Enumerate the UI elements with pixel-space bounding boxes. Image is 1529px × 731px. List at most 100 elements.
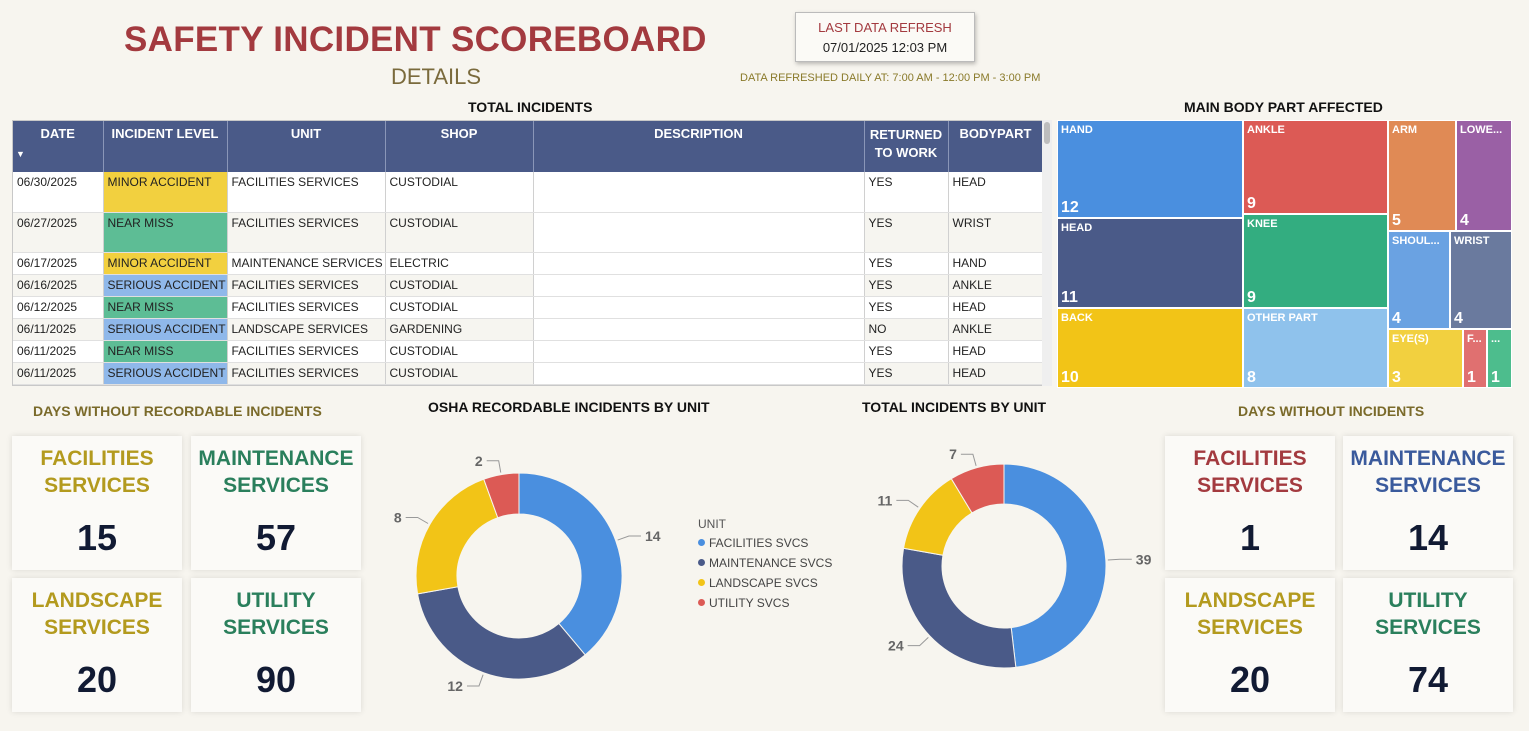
column-header-date[interactable]: DATE ▼	[13, 121, 104, 172]
data-label-leader	[405, 517, 429, 524]
cell-unit: MAINTENANCE SERVICES	[227, 252, 386, 275]
scrollbar-thumb[interactable]	[1044, 122, 1050, 144]
card-unit-name: MAINTENANCE SERVICES	[191, 445, 361, 499]
table-row[interactable]: 06/12/2025 NEAR MISS FACILITIES SERVICES CU…	[13, 296, 1043, 319]
osha-donut-chart: 14 12 8 2	[394, 453, 661, 694]
table-scrollbar[interactable]	[1042, 120, 1052, 386]
body-part-treemap: HAND 12 HEAD 11 BACK 10 ANKLE 9 KNEE 9 OTHER PART 8…	[1057, 120, 1512, 388]
legend-dot-icon	[698, 539, 705, 546]
cell-returned-to-work: YES	[864, 274, 949, 297]
treemap-tile-head[interactable]: HEAD 11	[1057, 218, 1243, 308]
column-header-bodypart[interactable]: BODYPART	[948, 121, 1043, 172]
legend-label: FACILITIES SVCS	[709, 536, 809, 550]
cell-returned-to-work: NO	[864, 318, 949, 341]
cell-returned-to-work: YES	[864, 362, 949, 385]
legend-title: UNIT	[698, 517, 726, 531]
donut-slice-utility-svcs[interactable]	[950, 463, 1005, 514]
column-header-description[interactable]: DESCRIPTION	[533, 121, 865, 172]
data-label-leader	[1107, 558, 1132, 561]
legend-dot-icon	[698, 559, 705, 566]
legend-label: UTILITY SVCS	[709, 596, 790, 610]
cell-date: 06/11/2025	[13, 362, 104, 385]
treemap-tile-f[interactable]: F... 1	[1463, 329, 1487, 388]
cell-incident-level: MINOR ACCIDENT	[103, 252, 228, 275]
tile-label: HEAD	[1061, 222, 1093, 234]
table-row[interactable]: 06/11/2025 SERIOUS ACCIDENT FACILITIES SER…	[13, 362, 1043, 385]
legend-item[interactable]: LANDSCAPE SVCS	[698, 576, 832, 596]
legend-item[interactable]: MAINTENANCE SVCS	[698, 556, 832, 576]
table-row[interactable]: 06/11/2025 SERIOUS ACCIDENT LANDSCAPE SERV…	[13, 318, 1043, 341]
treemap-tile-wrist[interactable]: WRIST 4	[1450, 231, 1512, 329]
donut-slice-utility-svcs[interactable]	[483, 472, 520, 519]
donut-slice-facilities-svcs[interactable]	[518, 472, 623, 656]
treemap-tile-shoul[interactable]: SHOUL... 4	[1388, 231, 1450, 329]
tile-value: 4	[1460, 212, 1469, 229]
card-days-value: 1	[1239, 517, 1261, 558]
legend-item[interactable]: UTILITY SVCS	[698, 596, 832, 616]
refresh-schedule-note: DATA REFRESHED DAILY AT: 7:00 AM - 12:00…	[740, 72, 1041, 84]
data-label: 12	[447, 678, 463, 694]
tile-value: 12	[1061, 199, 1079, 216]
card-unit-line2: SERVICES	[1197, 474, 1303, 497]
data-label-leader	[617, 535, 641, 541]
table-row[interactable]: 06/17/2025 MINOR ACCIDENT MAINTENANCE SERV…	[13, 252, 1043, 275]
cell-incident-level: NEAR MISS	[103, 340, 228, 363]
incidents-card-utility: UTILITY SERVICES 74	[1343, 578, 1513, 712]
cell-description	[533, 212, 865, 253]
treemap-tile-other-part[interactable]: OTHER PART 8	[1243, 308, 1388, 388]
card-days-value: 20	[1229, 659, 1271, 700]
donut-slice-landscape-svcs[interactable]	[415, 478, 499, 595]
column-header-returned-to-work[interactable]: RETURNED TO WORK	[864, 121, 949, 172]
legend-label: LANDSCAPE SVCS	[709, 576, 818, 590]
cell-date: 06/11/2025	[13, 318, 104, 341]
column-header-shop[interactable]: SHOP	[385, 121, 534, 172]
card-unit-line2: SERVICES	[44, 474, 150, 497]
incidents-table-title: TOTAL INCIDENTS	[468, 99, 593, 115]
treemap-tile-other[interactable]: ... 1	[1487, 329, 1512, 388]
donut-slice-facilities-svcs[interactable]	[1003, 463, 1107, 668]
tile-value: 4	[1392, 310, 1401, 327]
cell-bodypart: HAND	[948, 252, 1043, 275]
card-unit-name: UTILITY SERVICES	[1343, 587, 1513, 641]
tile-label: KNEE	[1247, 218, 1278, 230]
cell-unit: FACILITIES SERVICES	[227, 340, 386, 363]
table-row[interactable]: 06/11/2025 NEAR MISS FACILITIES SERVICES CU…	[13, 340, 1043, 363]
card-unit-name: FACILITIES SERVICES	[1165, 445, 1335, 499]
treemap-tile-lowe[interactable]: LOWE... 4	[1456, 120, 1512, 231]
sort-down-icon[interactable]: ▼	[16, 149, 25, 159]
column-header-incident-level[interactable]: INCIDENT LEVEL	[103, 121, 228, 172]
cell-returned-to-work: YES	[864, 340, 949, 363]
card-days-value: 20	[76, 659, 118, 700]
table-row[interactable]: 06/27/2025 NEAR MISS FACILITIES SERVICES CU…	[13, 212, 1043, 253]
cell-shop: ELECTRIC	[385, 252, 534, 275]
treemap-tile-back[interactable]: BACK 10	[1057, 308, 1243, 388]
card-unit-line2: SERVICES	[1375, 616, 1481, 639]
donut-slice-maintenance-svcs[interactable]	[901, 547, 1017, 669]
cell-description	[533, 172, 865, 213]
legend-label: MAINTENANCE SVCS	[709, 556, 833, 570]
legend-item[interactable]: FACILITIES SVCS	[698, 536, 832, 556]
data-label-leader	[960, 453, 977, 466]
card-unit-line1: LANDSCAPE	[31, 589, 163, 612]
treemap-tile-knee[interactable]: KNEE 9	[1243, 214, 1388, 308]
data-label-leader	[896, 499, 919, 508]
recordable-card-maintenance: MAINTENANCE SERVICES 57	[191, 436, 361, 570]
table-row[interactable]: 06/16/2025 SERIOUS ACCIDENT FACILITIES SER…	[13, 274, 1043, 297]
cell-unit: FACILITIES SERVICES	[227, 296, 386, 319]
card-unit-line1: FACILITIES	[40, 447, 154, 470]
card-unit-line2: SERVICES	[1197, 616, 1303, 639]
cell-date: 06/12/2025	[13, 296, 104, 319]
cell-description	[533, 296, 865, 319]
treemap-tile-eye-s[interactable]: EYE(S) 3	[1388, 329, 1463, 388]
card-unit-line1: UTILITY	[236, 589, 316, 612]
donut-slice-maintenance-svcs[interactable]	[416, 586, 586, 680]
treemap-tile-arm[interactable]: ARM 5	[1388, 120, 1456, 231]
column-header-unit[interactable]: UNIT	[227, 121, 386, 172]
incidents-card-maintenance: MAINTENANCE SERVICES 14	[1343, 436, 1513, 570]
card-unit-line2: SERVICES	[1375, 474, 1481, 497]
table-row[interactable]: 06/30/2025 MINOR ACCIDENT FACILITIES SERVI…	[13, 172, 1043, 213]
treemap-tile-ankle[interactable]: ANKLE 9	[1243, 120, 1388, 214]
cell-date: 06/17/2025	[13, 252, 104, 275]
cell-bodypart: HEAD	[948, 362, 1043, 385]
treemap-tile-hand[interactable]: HAND 12	[1057, 120, 1243, 218]
